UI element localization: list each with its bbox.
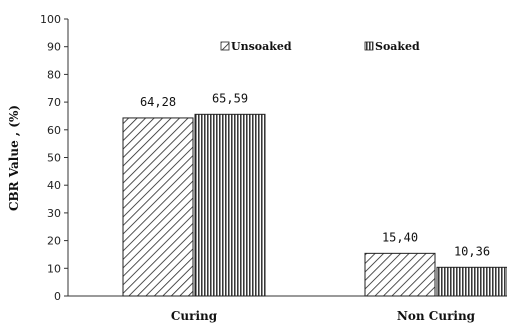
legend-swatch-soaked <box>364 41 374 51</box>
bars <box>122 113 507 297</box>
y-tick-label: 90 <box>47 41 61 54</box>
y-tick-label: 50 <box>47 152 61 165</box>
bar-unsoaked-non-curing <box>364 252 436 297</box>
data-label: 15,40 <box>382 230 418 244</box>
y-axis-label: CBR Value , (%) <box>7 105 21 211</box>
y-tick-label: 0 <box>54 290 61 303</box>
data-label: 10,36 <box>454 244 490 258</box>
y-tick-label: 30 <box>47 207 61 220</box>
x-category-label: Non Curing <box>397 309 476 323</box>
y-tick-label: 10 <box>47 262 61 275</box>
legend-label-soaked: Soaked <box>375 40 420 53</box>
category-labels: Curing Non Curing <box>171 309 476 323</box>
legend-swatch-unsoaked <box>220 41 230 51</box>
data-label: 64,28 <box>140 95 176 109</box>
legend-item-soaked: Soaked <box>364 40 420 53</box>
legend-label-unsoaked: Unsoaked <box>231 40 292 53</box>
x-category-label: Curing <box>171 309 218 323</box>
y-tick-label: 60 <box>47 124 61 137</box>
bar-unsoaked-curing <box>122 117 194 297</box>
y-tick-label: 20 <box>47 235 61 248</box>
y-tick-label: 70 <box>47 96 61 109</box>
y-tick-label: 100 <box>40 13 61 26</box>
data-label: 65,59 <box>212 91 248 105</box>
data-labels: 64,28 65,59 15,40 10,36 <box>140 91 490 258</box>
y-tick-label: 40 <box>47 179 61 192</box>
bar-soaked-curing <box>194 113 266 297</box>
bar-soaked-non-curing <box>436 266 507 297</box>
legend-item-unsoaked: Unsoaked <box>220 40 292 53</box>
y-tick-labels: 0 10 20 30 40 50 60 70 80 90 100 <box>40 13 68 303</box>
legend: Unsoaked Soaked <box>220 40 420 53</box>
y-tick-label: 80 <box>47 68 61 81</box>
